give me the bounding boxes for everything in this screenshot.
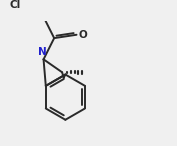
Text: Cl: Cl <box>9 0 21 10</box>
Text: O: O <box>78 30 87 40</box>
Text: N: N <box>38 47 47 57</box>
